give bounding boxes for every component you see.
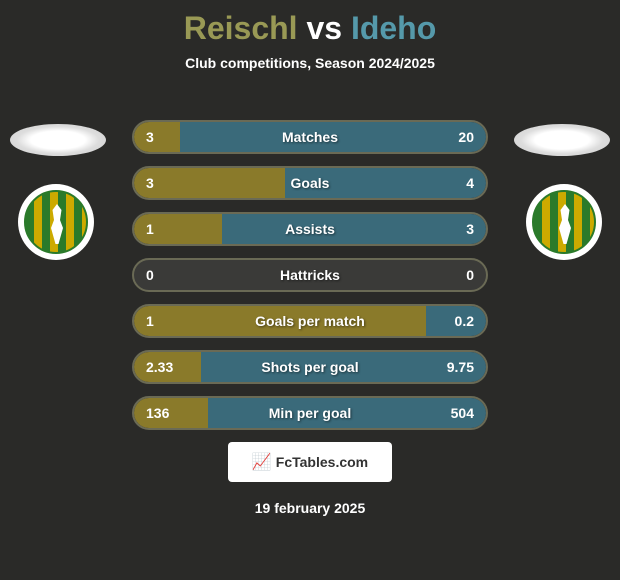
- footer-date: 19 february 2025: [0, 500, 620, 516]
- stat-row-assists: 1 Assists 3: [132, 212, 488, 246]
- subtitle: Club competitions, Season 2024/2025: [0, 55, 620, 71]
- stat-value-right: 504: [451, 398, 474, 428]
- stat-label: Goals per match: [134, 306, 486, 336]
- club-badge-left: [24, 190, 88, 254]
- stat-value-left: 1: [146, 306, 154, 336]
- stat-label: Assists: [134, 214, 486, 244]
- stat-row-goals-per-match: 1 Goals per match 0.2: [132, 304, 488, 338]
- stat-row-shots-per-goal: 2.33 Shots per goal 9.75: [132, 350, 488, 384]
- stat-value-right: 20: [458, 122, 474, 152]
- stat-label: Min per goal: [134, 398, 486, 428]
- stat-value-right: 3: [466, 214, 474, 244]
- stat-value-left: 0: [146, 260, 154, 290]
- club-badge-right: [532, 190, 596, 254]
- stat-row-hattricks: 0 Hattricks 0: [132, 258, 488, 292]
- player-left-name: Reischl: [184, 10, 298, 46]
- stat-value-left: 3: [146, 168, 154, 198]
- club-logo-left: [18, 184, 94, 260]
- stat-value-right: 0.2: [455, 306, 474, 336]
- stat-label: Hattricks: [134, 260, 486, 290]
- stork-icon: [42, 204, 72, 244]
- vs-text: vs: [306, 10, 342, 46]
- player-right-name: Ideho: [351, 10, 436, 46]
- stat-value-left: 136: [146, 398, 169, 428]
- club-logo-right: [526, 184, 602, 260]
- stats-container: 3 Matches 20 3 Goals 4 1 Assists 3 0 Hat…: [132, 120, 488, 442]
- stork-icon: [550, 204, 580, 244]
- flag-right: [514, 124, 610, 156]
- stat-value-left: 2.33: [146, 352, 173, 382]
- stat-row-matches: 3 Matches 20: [132, 120, 488, 154]
- stat-row-goals: 3 Goals 4: [132, 166, 488, 200]
- brand-logo[interactable]: 📈 FcTables.com: [228, 442, 392, 482]
- stat-value-right: 0: [466, 260, 474, 290]
- stat-value-left: 1: [146, 214, 154, 244]
- stat-value-left: 3: [146, 122, 154, 152]
- stat-value-right: 4: [466, 168, 474, 198]
- brand-text: FcTables.com: [276, 454, 368, 470]
- stat-row-min-per-goal: 136 Min per goal 504: [132, 396, 488, 430]
- flag-left: [10, 124, 106, 156]
- chart-icon: 📈: [252, 452, 272, 472]
- stat-label: Goals: [134, 168, 486, 198]
- stat-label: Shots per goal: [134, 352, 486, 382]
- stat-label: Matches: [134, 122, 486, 152]
- comparison-title: Reischl vs Ideho: [0, 0, 620, 47]
- stat-value-right: 9.75: [447, 352, 474, 382]
